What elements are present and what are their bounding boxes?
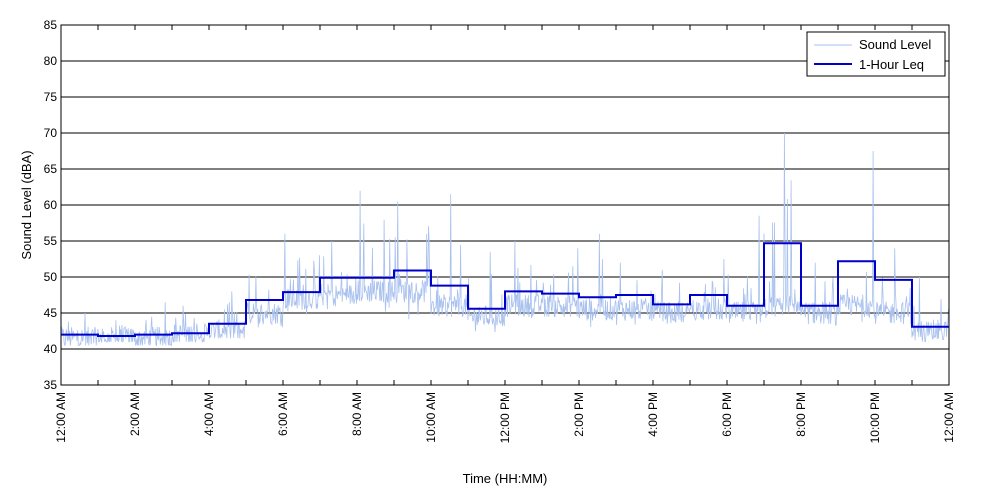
x-tick-label: 12:00 AM <box>54 392 68 443</box>
y-tick-label: 80 <box>44 54 58 68</box>
y-tick-label: 45 <box>44 306 58 320</box>
y-tick-label: 55 <box>44 234 58 248</box>
legend-box <box>806 31 946 77</box>
x-tick-label: 2:00 AM <box>128 392 142 436</box>
y-tick-label: 50 <box>44 270 58 284</box>
x-tick-label: 4:00 PM <box>646 392 660 437</box>
grid-lines <box>61 60 949 350</box>
x-tick-label: 2:00 PM <box>572 392 586 437</box>
x-tick-label: 10:00 AM <box>424 392 438 443</box>
leq-step-line <box>61 242 949 337</box>
x-tick-label: 12:00 AM <box>942 392 956 443</box>
x-axis: 12:00 AM 2:00 AM 4:00 AM 6:00 AM 8:00 AM 10:0… <box>54 25 956 443</box>
y-tick-label: 35 <box>44 378 58 392</box>
x-tick-label: 12:00 PM <box>498 392 512 443</box>
legend-label-sound-level: Sound Level <box>859 37 931 52</box>
x-tick-label: 6:00 AM <box>276 392 290 436</box>
x-tick-label: 8:00 PM <box>794 392 808 437</box>
y-tick-label: 60 <box>44 198 58 212</box>
x-axis-title: Time (HH:MM) <box>463 471 548 486</box>
y-tick-label: 65 <box>44 162 58 176</box>
y-tick-label: 40 <box>44 342 58 356</box>
x-tick-label: 8:00 AM <box>350 392 364 436</box>
legend-label-1-hour-leq: 1-Hour Leq <box>859 57 924 72</box>
y-axis-title: Sound Level (dBA) <box>19 150 34 259</box>
legend: Sound Level 1-Hour Leq <box>806 31 946 77</box>
x-tick-label: 10:00 PM <box>868 392 882 443</box>
y-tick-label: 75 <box>44 90 58 104</box>
y-axis: 35 40 45 50 55 60 65 70 75 80 85 <box>44 18 949 392</box>
x-tick-label: 4:00 AM <box>202 392 216 436</box>
y-tick-label: 85 <box>44 18 58 32</box>
series-1-hour-leq <box>61 242 949 337</box>
y-tick-label: 70 <box>44 126 58 140</box>
x-tick-label: 6:00 PM <box>720 392 734 437</box>
